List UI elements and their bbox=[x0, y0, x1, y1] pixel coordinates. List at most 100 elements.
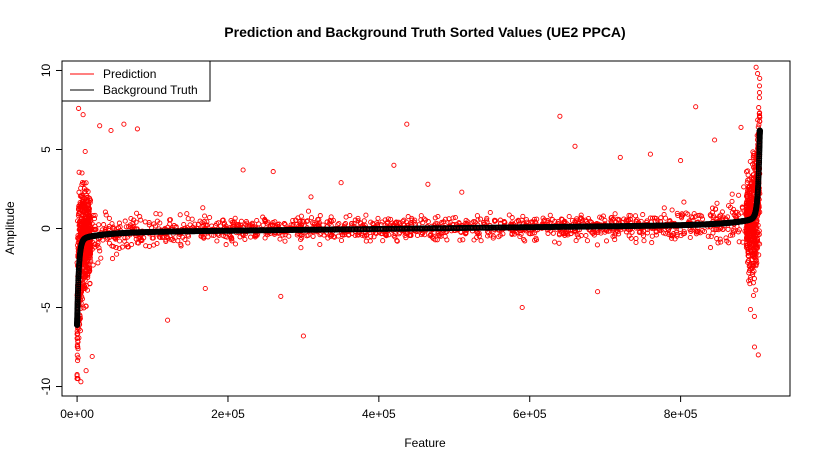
prediction-point bbox=[109, 221, 115, 227]
prediction-point bbox=[167, 221, 173, 227]
legend-prediction-label: Prediction bbox=[103, 67, 156, 81]
prediction-point bbox=[693, 104, 699, 110]
prediction-point bbox=[714, 200, 720, 206]
prediction-point bbox=[86, 266, 92, 272]
prediction-point bbox=[198, 233, 204, 239]
prediction-point bbox=[578, 233, 584, 239]
prediction-point bbox=[400, 218, 406, 224]
prediction-point bbox=[110, 224, 116, 230]
prediction-point bbox=[564, 231, 570, 237]
prediction-point bbox=[641, 228, 647, 234]
prediction-point bbox=[747, 261, 753, 267]
prediction-point bbox=[75, 358, 81, 364]
prediction-point bbox=[612, 211, 618, 217]
prediction-point bbox=[249, 220, 255, 226]
prediction-point bbox=[710, 215, 716, 221]
prediction-point bbox=[569, 217, 575, 224]
prediction-point bbox=[545, 230, 551, 236]
prediction-point bbox=[304, 233, 310, 239]
prediction-point bbox=[573, 238, 579, 244]
prediction-point bbox=[85, 258, 91, 265]
prediction-point bbox=[693, 231, 699, 237]
prediction-point bbox=[695, 212, 701, 219]
prediction-point bbox=[293, 222, 300, 228]
prediction-point bbox=[83, 303, 89, 309]
prediction-point bbox=[669, 207, 675, 213]
prediction-point bbox=[185, 216, 191, 222]
prediction-point bbox=[747, 158, 753, 165]
y-tick-label: 5 bbox=[39, 146, 53, 153]
prediction-point bbox=[86, 226, 92, 232]
prediction-point bbox=[77, 230, 83, 236]
prediction-point bbox=[558, 216, 564, 222]
prediction-point bbox=[305, 208, 312, 214]
prediction-point bbox=[757, 118, 763, 124]
prediction-point bbox=[745, 246, 751, 252]
prediction-point bbox=[540, 215, 546, 221]
prediction-point bbox=[675, 212, 681, 219]
prediction-point bbox=[320, 222, 326, 228]
prediction-point bbox=[368, 219, 374, 225]
prediction-point bbox=[243, 218, 249, 225]
prediction-point bbox=[747, 204, 754, 210]
prediction-point bbox=[384, 220, 390, 227]
prediction-point bbox=[640, 233, 647, 239]
prediction-point bbox=[281, 221, 287, 227]
prediction-point bbox=[649, 240, 655, 246]
prediction-point bbox=[85, 195, 91, 201]
prediction-point bbox=[311, 220, 317, 226]
x-tick-label: 2e+05 bbox=[211, 407, 245, 421]
prediction-point bbox=[650, 215, 656, 221]
prediction-point bbox=[629, 229, 635, 235]
prediction-point bbox=[165, 317, 171, 323]
prediction-point bbox=[327, 217, 333, 223]
prediction-point bbox=[477, 216, 484, 222]
x-axis-label: Feature bbox=[404, 436, 446, 450]
prediction-point bbox=[75, 235, 81, 241]
prediction-point bbox=[116, 245, 122, 251]
prediction-point bbox=[371, 234, 377, 240]
prediction-point bbox=[269, 222, 275, 228]
prediction-point bbox=[325, 235, 331, 241]
prediction-point bbox=[746, 278, 752, 284]
prediction-point bbox=[678, 158, 684, 164]
prediction-point bbox=[394, 238, 400, 244]
prediction-point bbox=[103, 212, 109, 218]
prediction-point bbox=[385, 216, 391, 222]
prediction-point bbox=[101, 222, 107, 228]
prediction-point bbox=[363, 212, 369, 218]
prediction-point bbox=[547, 212, 553, 218]
prediction-point bbox=[81, 185, 87, 192]
prediction-point bbox=[347, 212, 353, 219]
prediction-point bbox=[264, 221, 270, 227]
prediction-point bbox=[660, 230, 666, 236]
prediction-point bbox=[76, 169, 82, 175]
prediction-point bbox=[747, 306, 754, 313]
prediction-point bbox=[157, 211, 163, 217]
prediction-point bbox=[282, 222, 288, 228]
prediction-point bbox=[189, 216, 195, 222]
prediction-point bbox=[668, 232, 674, 238]
prediction-point bbox=[404, 121, 410, 127]
prediction-point bbox=[139, 238, 145, 244]
background-truth-point bbox=[756, 155, 763, 162]
prediction-point bbox=[102, 209, 108, 215]
prediction-point bbox=[594, 242, 600, 248]
prediction-point bbox=[184, 211, 190, 217]
prediction-point bbox=[626, 212, 632, 218]
prediction-point bbox=[391, 162, 397, 168]
prediction-point bbox=[509, 215, 515, 221]
background-truth-point bbox=[74, 296, 81, 303]
x-tick-label: 8e+05 bbox=[664, 407, 698, 421]
prediction-point bbox=[647, 151, 653, 157]
prediction-point bbox=[757, 113, 763, 119]
prediction-point bbox=[338, 180, 344, 186]
background-truth-point bbox=[756, 127, 763, 134]
prediction-point bbox=[603, 238, 610, 244]
background-truth-point bbox=[756, 151, 763, 158]
legend-background-truth-label: Background Truth bbox=[103, 83, 198, 97]
background-truth-point bbox=[74, 287, 81, 294]
prediction-point bbox=[405, 214, 411, 220]
prediction-point bbox=[117, 238, 123, 244]
prediction-point bbox=[497, 217, 503, 223]
